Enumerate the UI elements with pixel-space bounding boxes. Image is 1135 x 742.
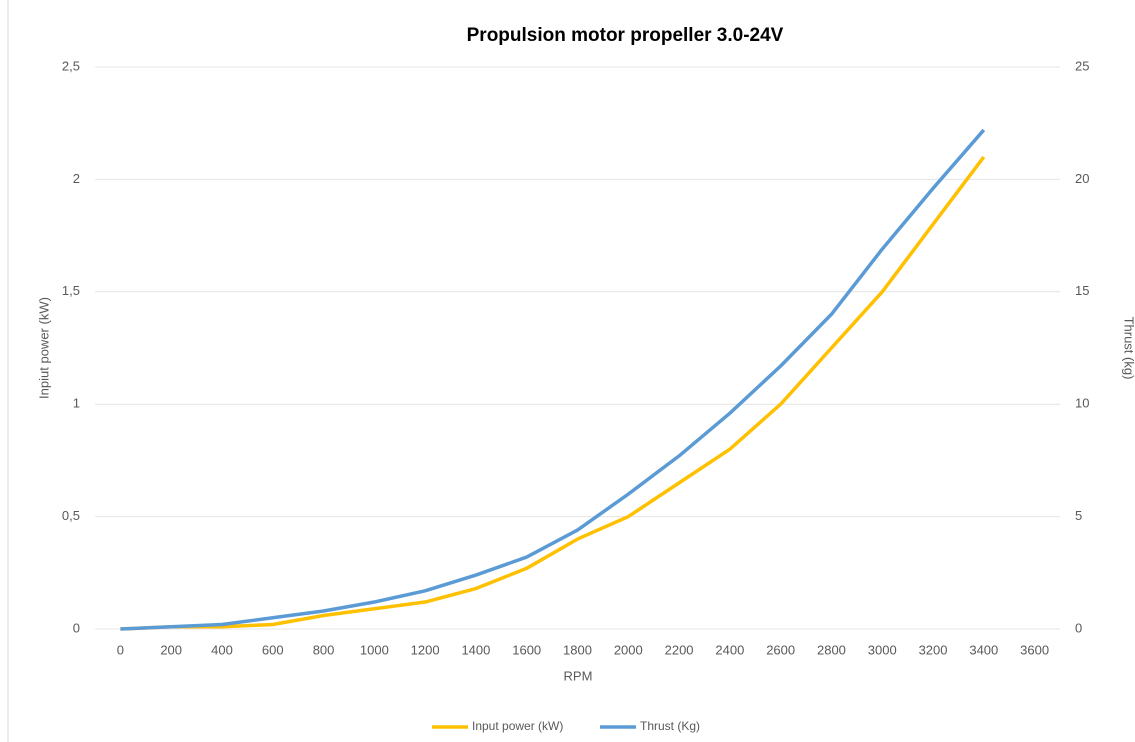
x-tick-label: 2200 xyxy=(665,642,694,657)
x-tick-label: 800 xyxy=(313,642,335,657)
x-tick-label: 1800 xyxy=(563,642,592,657)
x-tick-label: 1400 xyxy=(461,642,490,657)
x-tick-label: 600 xyxy=(262,642,284,657)
y-tick-label: 0 xyxy=(73,620,80,635)
x-tick-label: 400 xyxy=(211,642,233,657)
x-tick-label: 2000 xyxy=(614,642,643,657)
y-tick-label: 1 xyxy=(73,396,80,411)
x-axis-title: RPM xyxy=(564,668,593,683)
y2-tick-label: 20 xyxy=(1075,171,1089,186)
y2-tick-label: 15 xyxy=(1075,283,1089,298)
y2-tick-label: 10 xyxy=(1075,396,1089,411)
y-tick-label: 0,5 xyxy=(62,508,80,523)
y-tick-label: 2 xyxy=(73,171,80,186)
y2-tick-label: 25 xyxy=(1075,58,1089,73)
x-tick-label: 2400 xyxy=(715,642,744,657)
y2-tick-label: 0 xyxy=(1075,620,1082,635)
x-tick-label: 3400 xyxy=(969,642,998,657)
y2-axis-title: Thrust (kg) xyxy=(1122,317,1135,380)
x-tick-label: 0 xyxy=(117,642,124,657)
x-tick-label: 3600 xyxy=(1020,642,1049,657)
x-tick-label: 200 xyxy=(160,642,182,657)
x-tick-label: 1000 xyxy=(360,642,389,657)
legend-label: Input power (kW) xyxy=(472,719,563,733)
x-tick-label: 3200 xyxy=(919,642,948,657)
x-tick-label: 2600 xyxy=(766,642,795,657)
series-line xyxy=(120,128,986,631)
x-tick-label: 3000 xyxy=(868,642,897,657)
chart-title: Propulsion motor propeller 3.0-24V xyxy=(467,25,784,46)
legend-label: Thrust (Kg) xyxy=(640,719,700,733)
series-line xyxy=(120,155,986,631)
y-tick-label: 2,5 xyxy=(62,58,80,73)
x-tick-label: 1600 xyxy=(512,642,541,657)
y-axis-title: Inpiut power (kW) xyxy=(36,297,51,399)
y-tick-label: 1,5 xyxy=(62,283,80,298)
x-tick-label: 1200 xyxy=(411,642,440,657)
x-tick-label: 2800 xyxy=(817,642,846,657)
y2-tick-label: 5 xyxy=(1075,508,1082,523)
